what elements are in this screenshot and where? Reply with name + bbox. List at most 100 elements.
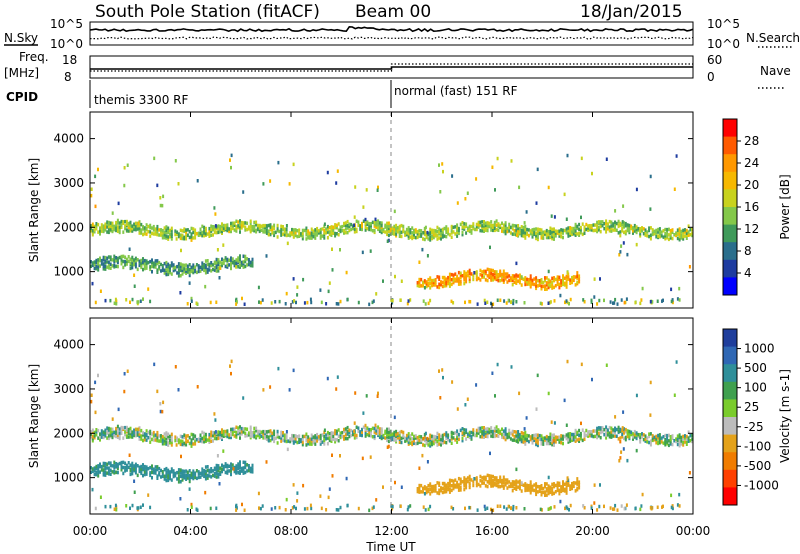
velocity-cell (350, 433, 353, 438)
power-cell (387, 229, 390, 233)
velocity-cell (472, 483, 475, 488)
cpid-segment-2: normal (fast) 151 RF (394, 84, 518, 98)
velocity-cell (375, 429, 378, 433)
velocity-cell (463, 431, 466, 436)
power-cell (492, 223, 494, 228)
velocity-cell (160, 439, 162, 443)
velocity-cell (438, 442, 441, 446)
velocity-cell (569, 503, 572, 508)
velocity-cell (335, 508, 338, 512)
power-cell (594, 228, 597, 233)
velocity-cell (691, 433, 694, 438)
velocity-cell (492, 429, 494, 434)
velocity-cell (190, 505, 193, 509)
power-cell (464, 300, 466, 305)
velocity-cell (199, 437, 202, 441)
power-cell (196, 179, 199, 183)
velocity-cell (529, 480, 532, 484)
x-tick-label: 12:00 (374, 524, 409, 538)
velocity-cell (613, 507, 616, 511)
velocity-cell (233, 429, 236, 434)
velocity-cell (648, 432, 651, 436)
power-cell (580, 156, 583, 161)
velocity-cell (316, 435, 319, 440)
velocity-cell (231, 432, 234, 437)
power-cell (102, 262, 105, 266)
velocity-cell (335, 438, 338, 442)
power-cell (176, 232, 179, 237)
velocity-cell (612, 430, 615, 434)
power-cell (490, 271, 493, 275)
velocity-cell (623, 506, 626, 511)
velocity-cell (594, 434, 597, 439)
velocity-cell (475, 478, 478, 483)
power-cell (261, 298, 264, 302)
power-cell (264, 223, 267, 228)
power-cell (312, 229, 315, 233)
power-cell (149, 267, 152, 272)
power-cell (149, 223, 152, 228)
velocity-cell (197, 437, 200, 441)
power-cell (317, 229, 320, 233)
velocity-cell (440, 489, 442, 493)
power-cell (337, 302, 340, 306)
velocity-cell (244, 427, 247, 431)
velocity-cell (282, 438, 284, 442)
power-cell (547, 280, 550, 284)
velocity-cell (253, 433, 256, 437)
velocity-cell (424, 508, 427, 512)
power-cell (192, 230, 195, 235)
velocity-cell (448, 484, 451, 488)
velocity-cell (235, 508, 238, 512)
power-cell (562, 277, 564, 281)
power-cell (197, 231, 200, 235)
velocity-cell (303, 507, 306, 511)
power-cell (228, 258, 231, 262)
power-cell (608, 219, 611, 224)
velocity-cell (294, 434, 297, 438)
velocity-cell (431, 484, 433, 489)
power-cell (353, 227, 356, 231)
velocity-cell (116, 427, 119, 431)
power-cell (484, 269, 487, 274)
power-cell (670, 287, 673, 292)
velocity-cell (583, 437, 586, 441)
velocity-cell (165, 434, 168, 438)
power-cell (237, 224, 240, 228)
power-cell (535, 284, 538, 288)
velocity-cell (565, 488, 568, 492)
velocity-cell (160, 468, 162, 473)
velocity-cell (540, 437, 543, 442)
velocity-cell (572, 481, 575, 485)
velocity-cell (443, 481, 446, 486)
velocity-cell (181, 472, 184, 476)
velocity-cell (97, 464, 100, 468)
power-cell (380, 228, 383, 232)
velocity-cell (531, 488, 534, 492)
power-cell (259, 300, 262, 305)
power-cell (292, 228, 295, 232)
power-cell (163, 271, 166, 275)
velocity-cell (511, 484, 514, 489)
power-cell (642, 227, 645, 231)
velocity-cell (524, 437, 527, 441)
velocity-cell (208, 440, 211, 444)
velocity-cell (143, 432, 146, 436)
power-cell (476, 302, 479, 306)
velocity-cell (440, 437, 442, 442)
power-cell (365, 188, 368, 192)
power-cell (522, 230, 525, 235)
power-cell (522, 228, 525, 232)
velocity-cell (163, 477, 166, 481)
velocity-cell (177, 471, 180, 475)
velocity-cell (608, 425, 611, 430)
power-cell (90, 187, 93, 191)
power-cell (536, 232, 539, 237)
power-cell (177, 268, 180, 273)
velocity-cell (378, 430, 381, 435)
power-cell (680, 229, 683, 234)
power-cell (125, 222, 128, 227)
velocity-cell (380, 427, 383, 431)
velocity-cell (492, 484, 494, 488)
velocity-cell (94, 410, 97, 415)
